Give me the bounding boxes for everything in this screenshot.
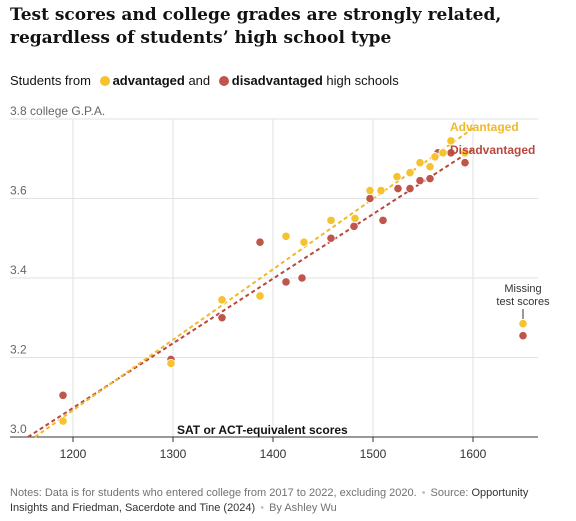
disadvantaged-point [393,183,403,194]
advantaged-point [405,168,415,178]
source-label: Source: [430,487,469,499]
legend-and: and [188,73,211,88]
y-tick-label: 3.4 [10,263,27,277]
missing-annotation-line1: Missing [504,283,541,295]
legend: Students from advantaged and disadvantag… [10,73,399,88]
legend-advantaged-label: advantaged [112,73,185,88]
y-tick-label: 3.8 college G.P.A. [10,104,105,118]
byline: By Ashley Wu [269,502,337,514]
advantaged-point [350,213,360,223]
advantaged-point [460,148,470,158]
disadvantaged-point [217,313,227,323]
y-tick-label: 3.0 [10,422,27,436]
advantaged-point [166,358,176,369]
advantaged-legend-dot [99,76,110,86]
x-tick-label: 1600 [460,447,487,461]
advantaged-point [438,148,448,158]
advantaged-point [255,291,265,301]
disadvantaged-legend-dot [218,76,229,86]
advantaged-point [217,295,227,305]
advantaged-point [392,172,402,182]
disadvantaged-point [405,183,415,194]
source-text: Opportunity Insights and Friedman, Sacer… [10,487,529,514]
disadvantaged-point [326,233,336,243]
x-axis-title: SAT or ACT-equivalent scores [177,423,348,437]
advantaged-point [58,416,68,426]
disadvantaged-trend-line [27,147,475,438]
y-tick-label: 3.6 [10,184,27,198]
advantaged-point [425,162,435,172]
disadvantaged-point [460,158,470,168]
missing-scores-advantaged-point [518,319,528,329]
x-tick-label: 1200 [60,447,87,461]
disadvantaged-point [255,237,265,247]
missing-annotation-line2: test scores [496,296,550,308]
disadvantaged-point [378,215,388,225]
legend-prefix: Students from [10,73,91,88]
advantaged-point [299,237,309,247]
missing-scores-disadvantaged-point [518,331,528,341]
x-tick-label: 1500 [360,447,387,461]
disadvantaged-line-label: Disadvantaged [450,143,535,157]
x-tick-label: 1300 [160,447,187,461]
x-tick-label: 1400 [260,447,287,461]
advantaged-point [446,136,456,146]
disadvantaged-point [281,277,291,287]
advantaged-point [281,231,291,241]
legend-suffix: high schools [326,73,399,88]
chart-title: Test scores and college grades are stron… [10,5,502,48]
disadvantaged-point [415,176,425,186]
advantaged-point [430,152,440,162]
disadvantaged-point [425,174,435,184]
disadvantaged-point [58,390,68,400]
advantaged-trend-line [34,126,476,438]
advantaged-point [365,185,375,196]
disadvantaged-point [349,221,359,231]
advantaged-line-label: Advantaged [450,120,519,134]
footnotes: Notes: Data is for students who entered … [10,487,529,514]
disadvantaged-point [297,273,307,283]
legend-disadvantaged-label: disadvantaged [231,73,323,88]
y-tick-label: 3.2 [10,343,27,357]
advantaged-point [326,215,336,225]
advantaged-point [415,158,425,168]
advantaged-point [376,185,386,196]
notes-text: Notes: Data is for students who entered … [10,487,417,499]
disadvantaged-point [365,193,375,204]
